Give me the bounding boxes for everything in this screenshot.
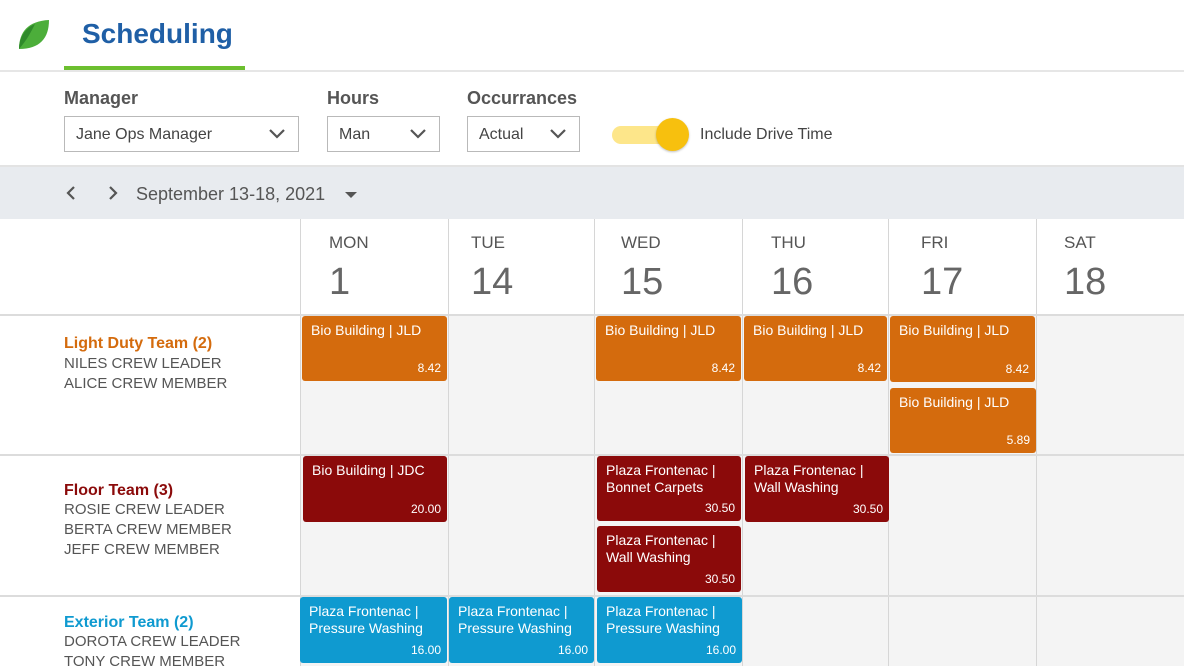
leaf-logo-icon	[19, 20, 49, 49]
day-header-number: 1	[329, 261, 351, 303]
column-divider	[888, 219, 889, 666]
day-header-name: TUE	[471, 233, 505, 252]
event-title: Plaza Frontenac | Pressure Washing	[458, 603, 572, 636]
day-header-number: 16	[771, 261, 814, 303]
team-member: NILES CREW LEADER	[64, 355, 222, 372]
filter-bar: Manager Jane Ops Manager Hours Man Occur…	[0, 72, 1184, 167]
event-hours: 8.42	[1005, 362, 1029, 376]
event-title: Bio Building | JLD	[605, 322, 716, 338]
schedule-event[interactable]: Plaza Frontenac | Bonnet Carpets 30.50	[597, 456, 741, 521]
event-hours: 16.00	[557, 643, 588, 657]
team-name-floor[interactable]: Floor Team (3)	[64, 482, 174, 499]
column-divider	[594, 219, 595, 666]
schedule-event[interactable]: Bio Building | JLD 8.42	[890, 316, 1035, 382]
team-member: DOROTA CREW LEADER	[64, 633, 241, 650]
column-divider	[300, 219, 301, 666]
chevron-down-icon	[410, 129, 426, 139]
team-member: ROSIE CREW LEADER	[64, 501, 225, 518]
column-divider	[448, 219, 449, 666]
event-title: Plaza Frontenac | Wall Washing	[754, 462, 864, 495]
manager-select[interactable]: Jane Ops Manager	[64, 116, 299, 152]
chevron-right-icon[interactable]	[106, 185, 120, 201]
toggle-knob	[656, 118, 689, 151]
event-hours: 30.50	[852, 502, 883, 516]
schedule-event[interactable]: Plaza Frontenac | Wall Washing 30.50	[597, 526, 741, 592]
event-hours: 8.42	[417, 361, 441, 375]
event-hours: 5.89	[1006, 433, 1030, 447]
occurrances-select[interactable]: Actual	[467, 116, 580, 152]
event-hours: 16.00	[705, 643, 736, 657]
hours-label: Hours	[327, 88, 380, 108]
drive-time-toggle[interactable]	[612, 118, 690, 152]
team-member: JEFF CREW MEMBER	[64, 541, 220, 558]
day-header-name: THU	[771, 233, 806, 252]
event-title: Bio Building | JLD	[899, 322, 1010, 338]
team-name-exterior[interactable]: Exterior Team (2)	[64, 614, 194, 631]
day-header-number: 15	[621, 261, 664, 303]
schedule-event[interactable]: Bio Building | JLD 8.42	[744, 316, 887, 381]
column-divider	[742, 219, 743, 666]
team-member: TONY CREW MEMBER	[64, 653, 226, 666]
occurrances-label: Occurrances	[467, 88, 578, 108]
day-header-name: FRI	[921, 233, 949, 252]
event-title: Bio Building | JLD	[899, 394, 1010, 410]
schedule-event[interactable]: Plaza Frontenac | Pressure Washing 16.00	[597, 597, 742, 663]
caret-down-icon[interactable]	[344, 191, 358, 199]
event-title: Plaza Frontenac | Pressure Washing	[309, 603, 423, 636]
schedule-event[interactable]: Plaza Frontenac | Pressure Washing 16.00	[300, 597, 447, 663]
drive-time-label: Include Drive Time	[700, 126, 833, 143]
schedule-event[interactable]: Bio Building | JDC 20.00	[303, 456, 447, 522]
date-range-label[interactable]: September 13-18, 2021	[136, 184, 326, 204]
hours-select-value: Man	[339, 126, 371, 143]
chevron-down-icon	[269, 129, 285, 139]
app-header: Scheduling	[0, 0, 1184, 72]
schedule-event[interactable]: Bio Building | JLD 5.89	[890, 388, 1036, 453]
day-header-number: 17	[921, 261, 964, 303]
row-divider	[0, 454, 1184, 456]
page-title: Scheduling	[82, 18, 233, 49]
schedule-event[interactable]: Plaza Frontenac | Wall Washing 30.50	[745, 456, 889, 522]
manager-select-value: Jane Ops Manager	[76, 126, 213, 143]
chevron-down-icon	[550, 129, 566, 139]
event-hours: 16.00	[410, 643, 441, 657]
event-hours: 8.42	[857, 361, 881, 375]
event-title: Plaza Frontenac | Bonnet Carpets	[606, 462, 716, 495]
event-title: Bio Building | JDC	[312, 462, 425, 478]
manager-label: Manager	[64, 88, 139, 108]
team-member: BERTA CREW MEMBER	[64, 521, 232, 538]
event-hours: 8.42	[711, 361, 735, 375]
event-hours: 30.50	[704, 572, 735, 586]
team-member: ALICE CREW MEMBER	[64, 375, 228, 392]
row-divider	[0, 595, 1184, 597]
day-header-number: 18	[1064, 261, 1107, 303]
date-navigation: September 13-18, 2021	[0, 167, 1184, 219]
team-name-light-duty[interactable]: Light Duty Team (2)	[64, 335, 213, 352]
event-title: Plaza Frontenac | Wall Washing	[606, 532, 716, 565]
schedule-event[interactable]: Plaza Frontenac | Pressure Washing 16.00	[449, 597, 594, 663]
chevron-left-icon[interactable]	[64, 185, 78, 201]
day-header-name: WED	[621, 233, 661, 252]
schedule-grid: MON 1 TUE 14 WED 15 THU 16 FRI 17 SAT 18…	[0, 219, 1184, 666]
day-header-name: SAT	[1064, 233, 1096, 252]
row-divider	[0, 314, 1184, 316]
schedule-event[interactable]: Bio Building | JLD 8.42	[302, 316, 447, 381]
event-hours: 30.50	[704, 501, 735, 515]
active-tab-indicator	[64, 66, 245, 70]
day-header-name: MON	[329, 233, 369, 252]
day-header-number: 14	[471, 261, 514, 303]
event-hours: 20.00	[410, 502, 441, 516]
event-title: Bio Building | JLD	[311, 322, 422, 338]
event-title: Plaza Frontenac | Pressure Washing	[606, 603, 720, 636]
schedule-event[interactable]: Bio Building | JLD 8.42	[596, 316, 741, 381]
column-divider	[1036, 219, 1037, 666]
event-title: Bio Building | JLD	[753, 322, 864, 338]
hours-select[interactable]: Man	[327, 116, 440, 152]
occurrances-select-value: Actual	[479, 126, 524, 143]
